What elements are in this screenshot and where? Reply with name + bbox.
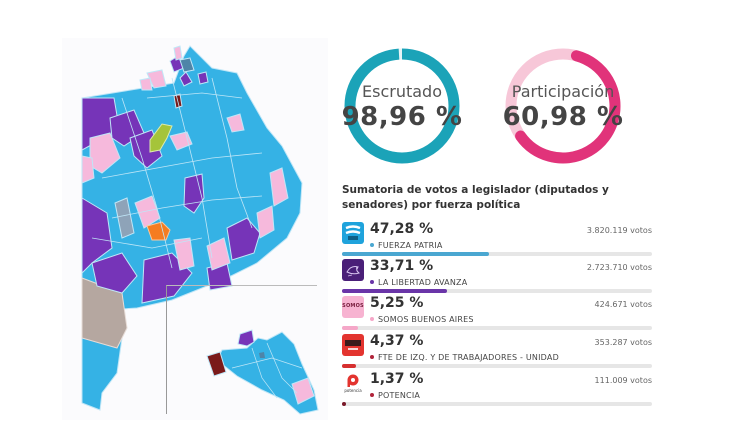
party-bar-fill [342,252,489,256]
party-name: LA LIBERTAD AVANZA [370,278,467,287]
participacion-ring [505,48,621,164]
somos-logo-icon: SOMOS [342,296,364,318]
party-votes: 353.287 votos [594,338,652,347]
potencia-logo-icon: potencia [342,372,364,394]
party-name: FTE DE IZQ. Y DE TRABAJADORES - UNIDAD [370,353,559,362]
party-bar-track [342,402,652,406]
inset-frame [166,285,317,414]
party-percent: 4,37 % [370,333,424,349]
party-dot-icon [370,279,374,284]
province-map [81,45,319,415]
party-bar-fill [342,402,347,406]
party-percent: 5,25 % [370,295,424,311]
party-votes: 2.723.710 votos [586,263,652,272]
party-bar-fill [342,289,447,293]
party-percent: 33,71 % [370,258,434,274]
escrutado-value: 98,96 % [341,102,463,132]
fuerza-patria-logo-icon [342,222,364,244]
escrutado-label: Escrutado [362,82,442,101]
party-name-text: SOMOS BUENOS AIRES [378,315,474,324]
party-name-text: FUERZA PATRIA [378,241,443,250]
fit-unidad-logo-icon [342,334,364,356]
party-row-potencia: potencia 1,37 % POTENCIA 111.009 votos [342,371,660,412]
map-panel [62,38,328,420]
party-name-text: POTENCIA [378,391,421,400]
potencia-logo-text: potencia [344,388,362,393]
party-bar-fill [342,326,359,330]
party-bar-track [342,252,652,256]
party-percent: 1,37 % [370,371,424,387]
party-bar-track [342,326,652,330]
party-name-text: FTE DE IZQ. Y DE TRABAJADORES - UNIDAD [378,353,559,362]
party-name: SOMOS BUENOS AIRES [370,315,474,324]
somos-logo-text: SOMOS [342,303,364,309]
party-row-fuerza-patria: 47,28 % FUERZA PATRIA 3.820.119 votos [342,221,660,262]
party-votes: 3.820.119 votos [586,226,652,235]
party-dot-icon [370,354,374,359]
participacion-label: Participación [511,82,615,101]
party-row-fit-unidad: 4,37 % FTE DE IZQ. Y DE TRABAJADORES - U… [342,333,660,374]
party-dot-icon [370,392,374,397]
inset-map [206,329,319,415]
results-title: Sumatoria de votos a legislador (diputad… [342,184,609,211]
party-bar-track [342,289,652,293]
party-bar-track [342,364,652,368]
participacion-value: 60,98 % [502,102,624,132]
party-dot-icon [370,242,374,247]
party-row-somos-buenos-aires: SOMOS 5,25 % SOMOS BUENOS AIRES 424.671 … [342,295,660,336]
la-libertad-avanza-logo-icon [342,259,364,281]
party-name-text: LA LIBERTAD AVANZA [378,278,468,287]
party-name: FUERZA PATRIA [370,241,443,250]
party-row-la-libertad-avanza: 33,71 % LA LIBERTAD AVANZA 2.723.710 vot… [342,258,660,299]
escrutado-donut: Escrutado 98,96 % [342,46,462,166]
party-percent: 47,28 % [370,221,434,237]
party-votes: 111.009 votos [594,376,652,385]
participacion-donut: Participación 60,98 % [503,46,623,166]
party-dot-icon [370,316,374,321]
party-bar-fill [342,364,356,368]
escrutado-ring [344,48,460,164]
party-name: POTENCIA [370,391,420,400]
party-votes: 424.671 votos [594,300,652,309]
